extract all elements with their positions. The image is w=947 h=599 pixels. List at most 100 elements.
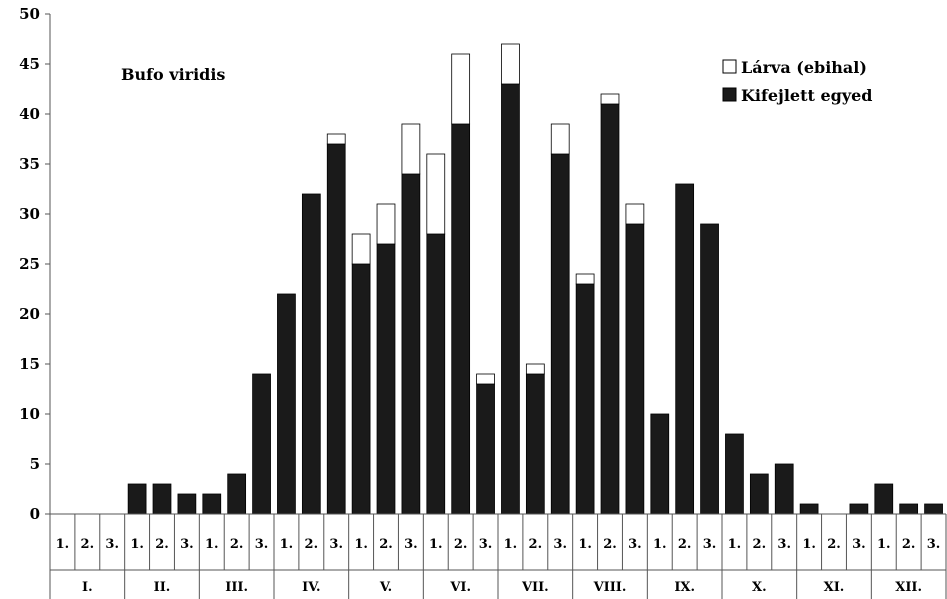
bar-adult xyxy=(301,193,321,515)
x-category-label: 3. xyxy=(927,537,941,552)
x-category-label: 3. xyxy=(329,537,343,552)
bar-adult xyxy=(575,283,595,515)
bar-adult xyxy=(849,503,869,515)
y-tick-label: 40 xyxy=(19,105,40,123)
bar-adult xyxy=(874,483,894,515)
x-month-label: VI. xyxy=(449,580,471,595)
bar-adult xyxy=(127,483,147,515)
x-category-label: 3. xyxy=(703,537,717,552)
legend-label-adult: Kifejlett egyed xyxy=(741,86,872,105)
y-tick-label: 5 xyxy=(30,455,40,473)
x-category-label: 2. xyxy=(902,537,916,552)
bar-adult xyxy=(252,373,271,515)
y-axis: 0 5 10 15 20 25 30 35 40 45 50 xyxy=(19,5,51,523)
bar-adult xyxy=(700,223,719,515)
x-category-label: 3. xyxy=(777,537,791,552)
x-axis-table: 1. 2. 3. 1. 2. 3. 1. 2. 3. 1. 2. 3. 1. 2. 3. 1. 2. 3. 1. 2.… xyxy=(49,513,947,599)
bar-adult xyxy=(675,183,695,515)
x-category-label: 2. xyxy=(155,537,169,552)
bar-adult xyxy=(725,433,744,515)
x-category-label: 3. xyxy=(105,537,119,552)
x-month-label: XII. xyxy=(895,580,922,595)
bar-adult xyxy=(202,493,222,515)
y-tick-label: 20 xyxy=(19,305,40,323)
x-month-label: XI. xyxy=(824,580,845,595)
bar-adult xyxy=(525,373,545,515)
y-tick-label: 50 xyxy=(19,5,40,23)
x-month-label: IX. xyxy=(674,580,695,595)
y-tick-label: 30 xyxy=(19,205,40,223)
bar-adult xyxy=(476,383,495,515)
x-category-label: 3. xyxy=(553,537,567,552)
x-category-label: 3. xyxy=(628,537,642,552)
x-category-label: 1. xyxy=(130,537,144,552)
y-tick-label: 15 xyxy=(19,355,40,373)
x-category-label: 1. xyxy=(728,537,742,552)
x-month-label: VIII. xyxy=(593,580,627,595)
x-category-label: 1. xyxy=(504,537,518,552)
x-category-label: 2. xyxy=(827,537,841,552)
x-category-label: 1. xyxy=(653,537,667,552)
bar-larva xyxy=(625,203,645,225)
bar-larva xyxy=(476,373,495,385)
bar-adult xyxy=(899,503,919,515)
bar-adult xyxy=(326,143,346,515)
y-tick-label: 25 xyxy=(19,255,40,273)
chart-title: Bufo viridis xyxy=(121,65,225,84)
x-category-label: 2. xyxy=(529,537,543,552)
bar-larva xyxy=(501,43,520,85)
x-category-label: 2. xyxy=(305,537,319,552)
x-category-label: 1. xyxy=(354,537,368,552)
bar-larva xyxy=(401,123,421,175)
x-category-label: 3. xyxy=(479,537,493,552)
bar-adult xyxy=(799,503,819,515)
bar-adult xyxy=(277,293,296,515)
bar-adult xyxy=(650,413,670,515)
x-category-label: 1. xyxy=(205,537,219,552)
x-category-label: 2. xyxy=(678,537,692,552)
x-category-label: 1. xyxy=(578,537,592,552)
x-category-label: 1. xyxy=(802,537,816,552)
bar-adult xyxy=(451,123,471,515)
bar-adult xyxy=(376,243,396,515)
bar-adult xyxy=(227,473,247,515)
bar-adult xyxy=(749,473,769,515)
x-category-label: 1. xyxy=(280,537,294,552)
x-category-label: 2. xyxy=(603,537,617,552)
x-month-label: VII. xyxy=(521,580,549,595)
x-month-label: X. xyxy=(752,580,767,595)
bar-larva xyxy=(326,133,346,145)
x-month-label: III. xyxy=(225,580,248,595)
bar-larva xyxy=(550,123,570,155)
x-month-label: I. xyxy=(82,580,93,595)
x-month-label: II. xyxy=(154,580,171,595)
bar-adult xyxy=(924,503,943,515)
bar-larva xyxy=(575,273,595,285)
bar-adult xyxy=(501,83,520,515)
bar-adult xyxy=(625,223,645,515)
x-category-label: 1. xyxy=(877,537,891,552)
y-tick-label: 10 xyxy=(19,405,40,423)
y-tick-label: 35 xyxy=(19,155,40,173)
x-category-label: 2. xyxy=(81,537,95,552)
x-category-label: 1. xyxy=(56,537,70,552)
bar-adult xyxy=(600,103,620,515)
x-category-label: 2. xyxy=(753,537,767,552)
bar-adult xyxy=(426,233,446,515)
x-category-label: 3. xyxy=(404,537,418,552)
bar-larva xyxy=(426,153,446,235)
x-category-label: 2. xyxy=(230,537,244,552)
bar-adult xyxy=(401,173,421,515)
bar-larva xyxy=(351,233,371,265)
x-category-label: 3. xyxy=(255,537,269,552)
y-tick-label: 0 xyxy=(30,505,40,523)
bar-adult xyxy=(774,463,794,515)
legend-label-larva: Lárva (ebihal) xyxy=(741,58,867,77)
bar-larva xyxy=(600,93,620,105)
x-category-label: 3. xyxy=(852,537,866,552)
bar-adult xyxy=(177,493,197,515)
x-month-label: IV. xyxy=(302,580,320,595)
x-month-label: V. xyxy=(379,580,392,595)
legend-swatch-adult xyxy=(722,87,737,102)
